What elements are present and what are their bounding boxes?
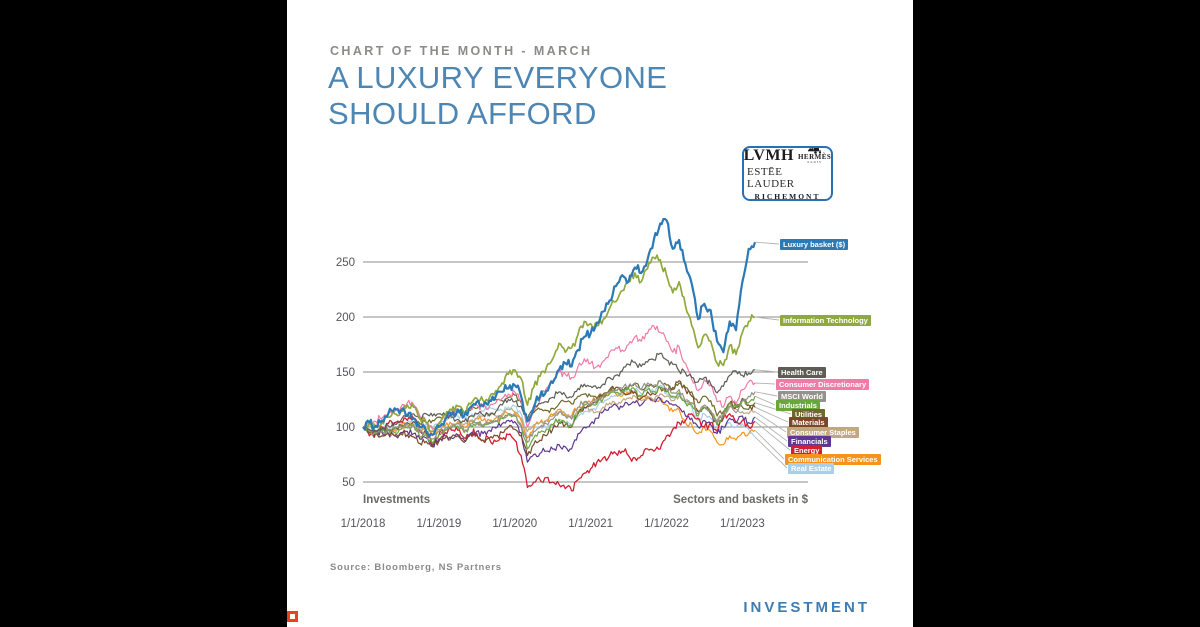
- line-chart: 50 100 150 200 250 1/1/2018 1/1/2019 1/1/2020 1/…: [336, 217, 808, 530]
- leader-line: [754, 382, 776, 385]
- series-label-materials: Materials: [789, 417, 828, 428]
- leader-line: [754, 436, 788, 469]
- series-label-luxury-basket-: Luxury basket ($): [780, 239, 849, 250]
- leader-line: [754, 391, 778, 397]
- series-label-msci-world: MSCI World: [778, 391, 826, 402]
- series-label-health-care: Health Care: [778, 367, 826, 378]
- leader-line: [754, 241, 780, 245]
- logo-row-lvmh-hermes: LVMH HERMÈS PARIS: [744, 146, 832, 165]
- leader-line: [754, 411, 787, 433]
- brand-logo-box: LVMH HERMÈS PARIS ESTĒE LA: [742, 146, 833, 201]
- x-tick-label: 1/1/2022: [644, 518, 689, 530]
- page-title-line2: SHOULD AFFORD: [328, 96, 597, 131]
- page-title-line1: A LUXURY EVERYONE: [328, 60, 668, 95]
- series-line-information-technology: [362, 254, 756, 433]
- series-line-luxury-basket-: [362, 217, 757, 438]
- series-label-information-technology: Information Technology: [780, 315, 871, 326]
- richemont-logo: RICHEMONT: [754, 191, 821, 201]
- leader-line: [754, 402, 792, 415]
- y-tick-label: 200: [336, 312, 355, 324]
- x-tick-label: 1/1/2021: [568, 518, 613, 530]
- caption-sectors: Sectors and baskets in $: [673, 494, 808, 506]
- series-label-consumer-staples: Consumer Staples: [787, 427, 859, 438]
- source-text: Source: Bloomberg, NS Partners: [330, 562, 502, 573]
- investment-wordmark: INVESTMENT: [743, 599, 870, 616]
- series-label-industrials: Industrials: [776, 400, 820, 411]
- series-label-financials: Financials: [788, 436, 831, 447]
- leader-line: [754, 429, 785, 460]
- series-line-health-care: [362, 352, 756, 433]
- leader-line: [754, 421, 791, 451]
- series-label-communication-services: Communication Services: [785, 454, 881, 465]
- leader-line: [754, 416, 788, 442]
- y-tick-label: 100: [336, 422, 355, 434]
- content-card: CHART OF THE MONTH - MARCH A LUXURY EVER…: [287, 0, 913, 627]
- x-tick-label: 1/1/2023: [720, 518, 765, 530]
- series-line-industrials: [362, 385, 756, 450]
- series-line-utilities: [362, 380, 756, 436]
- hermes-logo: HERMÈS PARIS: [798, 146, 831, 165]
- x-tick-label: 1/1/2018: [341, 518, 386, 530]
- leader-line: [754, 406, 789, 423]
- y-tick-label: 150: [336, 367, 355, 379]
- eyebrow-label: CHART OF THE MONTH - MARCH: [330, 44, 593, 58]
- series-label-consumer-discretionary: Consumer Discretionary: [776, 379, 870, 390]
- estee-lauder-logo: ESTĒE LAUDER: [747, 165, 795, 190]
- hermes-carriage-icon: [807, 147, 821, 155]
- x-tick-label: 1/1/2020: [492, 518, 537, 530]
- caption-investments: Investments: [363, 494, 431, 506]
- y-tick-label: 50: [342, 477, 355, 489]
- page-title: A LUXURY EVERYONE SHOULD AFFORD: [328, 60, 667, 132]
- leader-line: [754, 395, 776, 406]
- series-label-energy: Energy: [791, 445, 823, 456]
- leader-line: [754, 316, 780, 321]
- publisher-square-icon: [287, 611, 298, 622]
- x-tick-label: 1/1/2019: [416, 518, 461, 530]
- leader-line: [754, 369, 778, 373]
- lvmh-logo: LVMH: [743, 146, 794, 164]
- series-label-real-estate: Real Estate: [788, 463, 835, 474]
- series-label-utilities: Utilities: [792, 409, 826, 420]
- y-tick-label: 250: [336, 257, 355, 269]
